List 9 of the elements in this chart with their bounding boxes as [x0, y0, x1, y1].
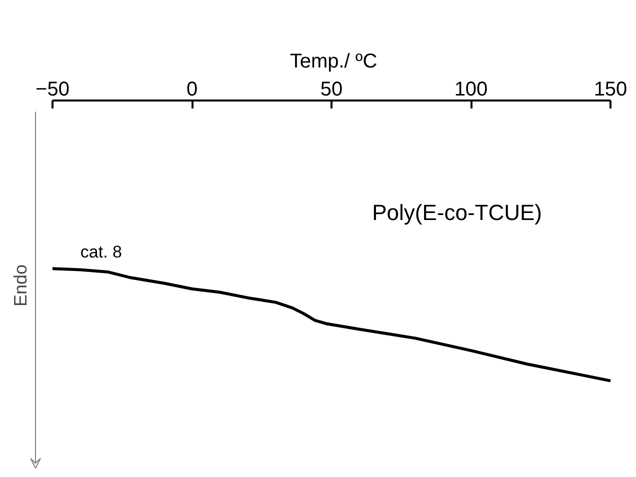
text: cat. 8	[80, 242, 122, 262]
x-tick-label: −50	[36, 78, 70, 100]
y-axis-title: Endo	[10, 264, 30, 307]
x-tick-label: 100	[454, 78, 488, 100]
text: Poly(E-co-TCUE)	[372, 200, 542, 226]
x-tick-label: 0	[186, 78, 198, 100]
x-tick-label: 50	[320, 78, 343, 100]
x-tick-label: 150	[594, 78, 628, 100]
x-axis-title: Temp./ ºC	[290, 50, 378, 72]
